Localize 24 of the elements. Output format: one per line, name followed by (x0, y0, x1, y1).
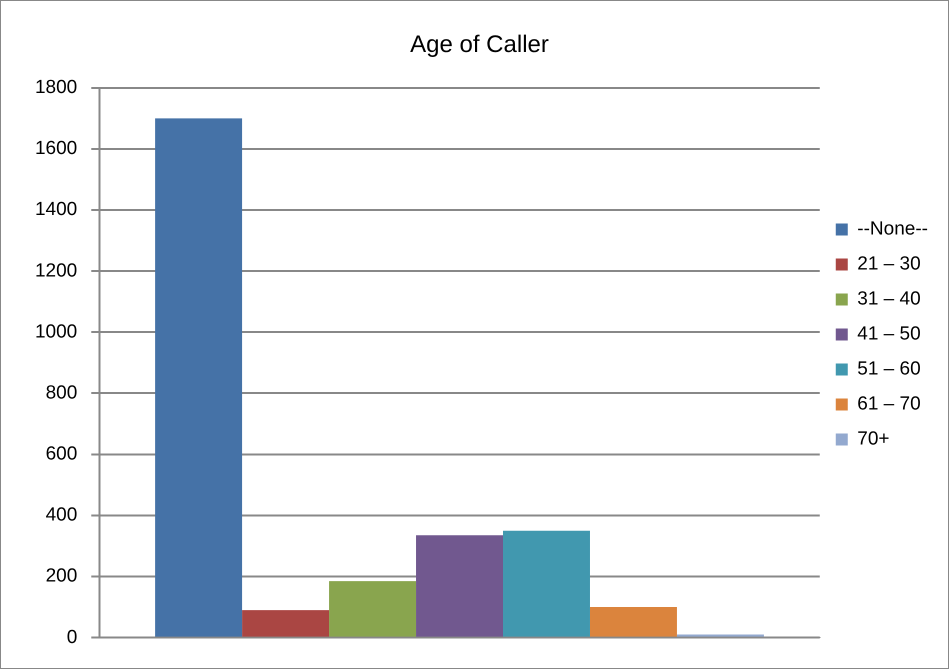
legend-label: 31 – 40 (857, 288, 921, 310)
bar (155, 118, 242, 637)
bar (590, 607, 677, 637)
bar (503, 530, 590, 637)
legend-label: 21 – 30 (857, 254, 921, 275)
y-tick-label: 1000 (34, 321, 78, 342)
chart-title: Age of Caller (410, 31, 549, 58)
legend-label: --None-- (857, 218, 928, 240)
y-tick-label: 600 (46, 444, 78, 465)
y-tick-label: 800 (46, 382, 78, 404)
y-tick-label: 1600 (34, 138, 78, 160)
y-tick-label: 200 (46, 566, 78, 587)
bar (329, 581, 416, 637)
legend-label: 41 – 50 (857, 324, 921, 345)
bar (416, 535, 504, 637)
y-tick-label: 0 (66, 626, 78, 648)
y-tick-label: 1800 (34, 77, 78, 98)
y-tick-label: 1400 (34, 199, 78, 220)
bar (242, 610, 330, 637)
y-tick-label: 1200 (34, 260, 78, 282)
legend-label: 51 – 60 (857, 358, 921, 380)
legend-label: 61 – 70 (857, 394, 921, 415)
y-tick-label: 400 (46, 504, 78, 526)
legend-label: 70+ (857, 428, 890, 450)
